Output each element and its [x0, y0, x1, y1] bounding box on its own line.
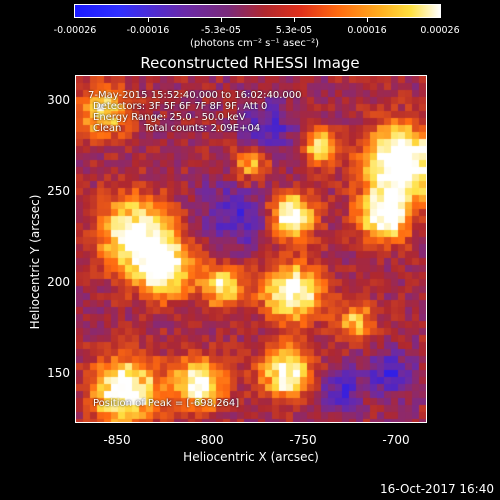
colorbar-tick: -0.00026: [53, 25, 97, 36]
x-tick-label: -700: [382, 433, 410, 447]
colorbar-tick: 0.00026: [420, 25, 460, 36]
y-tick-label: 250: [47, 184, 70, 198]
colorbar-tick-mark: [294, 18, 295, 22]
heatmap-image: [76, 76, 426, 422]
colorbar-tick-mark: [148, 18, 149, 22]
colorbar-unit-label: (photons cm⁻² s⁻¹ asec⁻²): [190, 38, 320, 49]
image-title: Reconstructed RHESSI Image: [140, 54, 360, 72]
heatmap-plot-area: [75, 75, 427, 423]
y-axis-label: Heliocentric Y (arcsec): [28, 194, 42, 330]
y-tick-label: 200: [47, 275, 70, 289]
colorbar-tick: -0.00016: [126, 25, 170, 36]
energy-range-label: Energy Range: 25.0 - 50.0 keV: [93, 112, 246, 123]
colorbar-tick: 0.00016: [347, 25, 387, 36]
x-tick-label: -750: [289, 433, 317, 447]
y-tick-label: 150: [47, 366, 70, 380]
x-tick-label: -850: [103, 433, 131, 447]
total-counts-label: Total counts: 2.09E+04: [144, 123, 261, 134]
colorbar-tick-mark: [221, 18, 222, 22]
render-timestamp: 16-Oct-2017 16:40: [380, 482, 494, 496]
colorbar: [74, 4, 441, 18]
detectors-label: Detectors: 3F 5F 6F 7F 8F 9F, Att 0: [93, 101, 268, 112]
x-tick-label: -800: [196, 433, 224, 447]
colorbar-tick: -5.3e-05: [201, 25, 241, 36]
colorbar-tick: 5.3e-05: [275, 25, 313, 36]
colorbar-tick-mark: [367, 18, 368, 22]
algorithm-label: Clean: [93, 123, 122, 134]
y-tick-label: 300: [47, 93, 70, 107]
peak-position-label: Position of Peak = [-698,264]: [93, 398, 240, 409]
time-range-label: 7-May-2015 15:52:40.000 to 16:02:40.000: [88, 90, 302, 101]
x-axis-label: Heliocentric X (arcsec): [183, 450, 319, 464]
